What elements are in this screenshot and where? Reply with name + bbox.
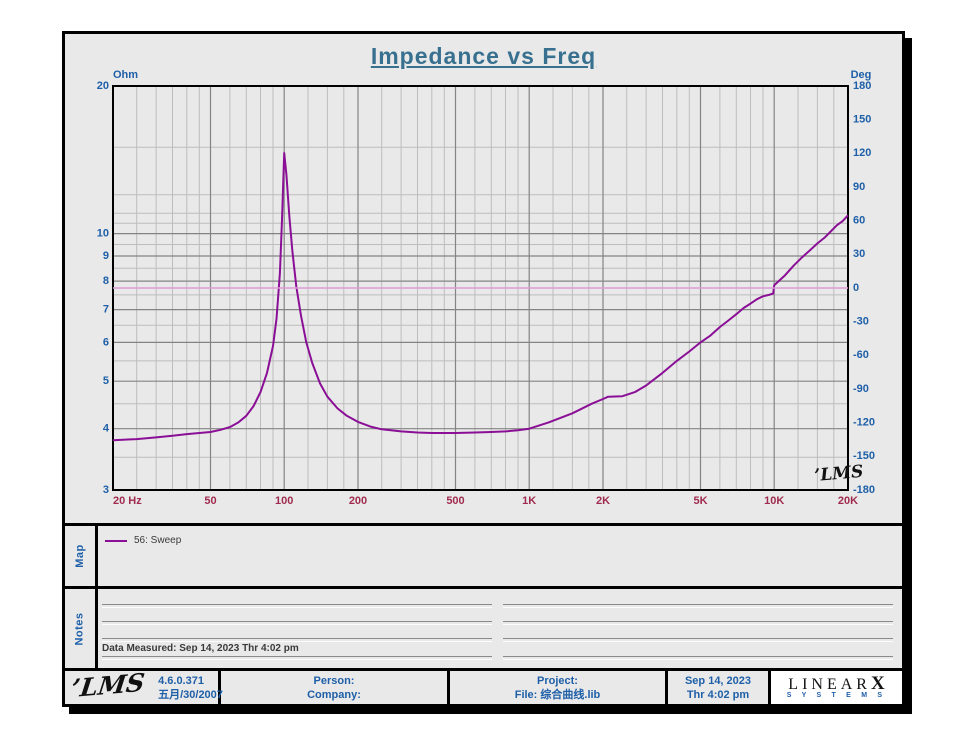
person-label: Person:	[313, 674, 355, 687]
footer-date-cell: Sep 14, 2023 Thr 4:02 pm	[668, 671, 771, 704]
footer-time: Thr 4:02 pm	[686, 688, 750, 701]
legend-line-swatch	[105, 539, 127, 542]
deg-tick-label: -180	[853, 484, 875, 496]
map-label: Map	[74, 544, 86, 568]
note-line	[503, 638, 893, 642]
ohm-tick-label: 6	[103, 336, 109, 348]
ohm-tick-label: 4	[103, 423, 110, 435]
chart-title: Impedance vs Freq	[370, 43, 597, 69]
sweep-legend: 56: Sweep	[105, 535, 181, 546]
x-tick-label: 10K	[764, 495, 784, 507]
deg-tick-label: -120	[853, 417, 875, 429]
x-tick-label: 20K	[838, 495, 858, 507]
note-line	[503, 604, 893, 608]
deg-tick-label: 120	[853, 147, 871, 159]
report-panel: Impedance vs Freq 20 Hz 50 100 200 500 1K 2K 5K…	[62, 31, 905, 707]
deg-tick-label: 60	[853, 215, 865, 227]
linearx-logo: LINEARX S Y S T E M S	[771, 671, 902, 704]
note-line	[503, 656, 893, 660]
map-section: Map 56: Sweep	[65, 523, 902, 586]
impedance-chart: 20 Hz 50 100 200 500 1K 2K 5K 10K 20K 20 10 9 8 7 6 5 4 3 1…	[97, 69, 875, 507]
ohm-tick-label: 20	[97, 80, 109, 92]
footer-date: Sep 14, 2023	[684, 674, 752, 687]
note-line	[102, 621, 492, 625]
data-measured-text: Data Measured: Sep 14, 2023 Thr 4:02 pm	[102, 643, 299, 654]
legend-label: 56: Sweep	[134, 535, 182, 546]
linearx-systems: S Y S T E M S	[786, 691, 887, 699]
x-tick-label: 100	[275, 495, 293, 507]
deg-axis-unit: Deg	[851, 69, 872, 81]
x-tick-label: 20 Hz	[113, 495, 142, 507]
deg-tick-label: 90	[853, 181, 865, 193]
lms-logo: ’LMS	[69, 667, 147, 704]
linearx-name: LINEAR	[788, 675, 871, 693]
version-number: 4.6.0.371	[158, 674, 204, 687]
lms-watermark: ’LMS	[814, 462, 865, 486]
deg-tick-label: -30	[853, 316, 869, 328]
x-tick-label: 200	[349, 495, 367, 507]
ohm-tick-label: 5	[103, 375, 109, 387]
deg-tick-label: -90	[853, 383, 869, 395]
deg-tick-label: 180	[853, 80, 871, 92]
note-line	[102, 604, 492, 608]
footer-person-cell: Person: Company:	[221, 671, 450, 704]
ohm-tick-label: 9	[103, 250, 109, 262]
linearx-x: X	[870, 672, 885, 694]
ohm-tick-label: 8	[103, 275, 109, 287]
map-content: 56: Sweep	[98, 526, 902, 586]
deg-tick-label: 30	[853, 248, 865, 260]
x-tick-label: 2K	[596, 495, 610, 507]
notes-label: Notes	[74, 611, 86, 646]
x-tick-label: 1K	[522, 495, 536, 507]
notes-content: Data Measured: Sep 14, 2023 Thr 4:02 pm	[98, 589, 902, 668]
deg-tick-label: 150	[853, 114, 871, 126]
note-line	[102, 638, 492, 642]
deg-tick-label: -150	[853, 450, 875, 462]
x-tick-label: 50	[204, 495, 216, 507]
ohm-axis-unit: Ohm	[113, 69, 138, 81]
ohm-tick-label: 3	[103, 484, 109, 496]
map-label-column: Map	[65, 526, 98, 586]
footer-lms-cell: ’LMS 4.6.0.371 五月/30/2007	[65, 667, 223, 704]
ohm-tick-label: 7	[103, 304, 109, 316]
file-label: File: 综合曲线.lib	[514, 688, 601, 701]
version-date: 五月/30/2007	[158, 688, 223, 701]
footer-project-cell: Project: File: 综合曲线.lib	[450, 671, 668, 704]
note-line	[102, 656, 492, 660]
x-tick-label: 5K	[693, 495, 707, 507]
ohm-tick-label: 10	[97, 228, 109, 240]
notes-section: Notes Data Measured: Sep 14, 2023 Thr 4:…	[65, 586, 902, 668]
project-label: Project:	[537, 674, 578, 687]
notes-label-column: Notes	[65, 589, 98, 668]
deg-tick-label: -60	[853, 349, 869, 361]
note-line	[503, 621, 893, 625]
footer-bar: ’LMS 4.6.0.371 五月/30/2007 Person: Compan…	[65, 668, 902, 704]
company-label: Company:	[307, 688, 361, 701]
impedance-curve	[112, 152, 849, 442]
deg-tick-label: 0	[853, 282, 859, 294]
x-tick-label: 500	[446, 495, 464, 507]
